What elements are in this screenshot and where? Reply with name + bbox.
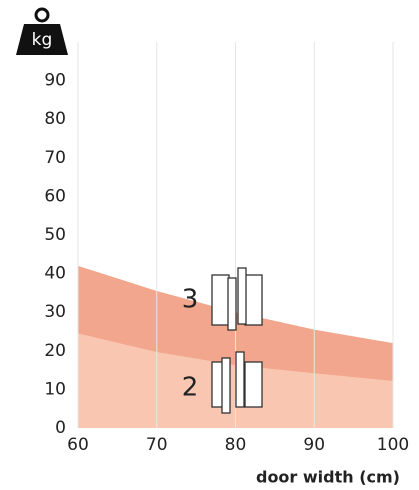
y-tick-label: 30	[44, 302, 66, 322]
x-tick-label: 60	[67, 435, 89, 455]
hinge-icon	[211, 267, 263, 414]
x-tick-label: 70	[146, 435, 168, 455]
y-tick-label: 60	[44, 186, 66, 206]
series-label: 3	[182, 285, 199, 315]
series-label: 2	[182, 373, 199, 403]
x-axis-label: door width (cm)	[256, 468, 400, 487]
y-tick-label: 50	[44, 225, 66, 245]
x-tick-label: 80	[225, 435, 247, 455]
y-tick-label: 90	[44, 71, 66, 91]
y-axis-label: kg	[32, 30, 53, 50]
y-tick-label: 10	[44, 379, 66, 399]
x-tick-label: 100	[377, 435, 409, 455]
weight-icon	[16, 7, 68, 55]
y-tick-label: 80	[44, 109, 66, 129]
y-tick-label: 70	[44, 148, 66, 168]
y-tick-label: 20	[44, 341, 66, 361]
y-tick-label: 0	[55, 418, 66, 438]
y-tick-label: 40	[44, 264, 66, 284]
x-tick-label: 90	[303, 435, 325, 455]
